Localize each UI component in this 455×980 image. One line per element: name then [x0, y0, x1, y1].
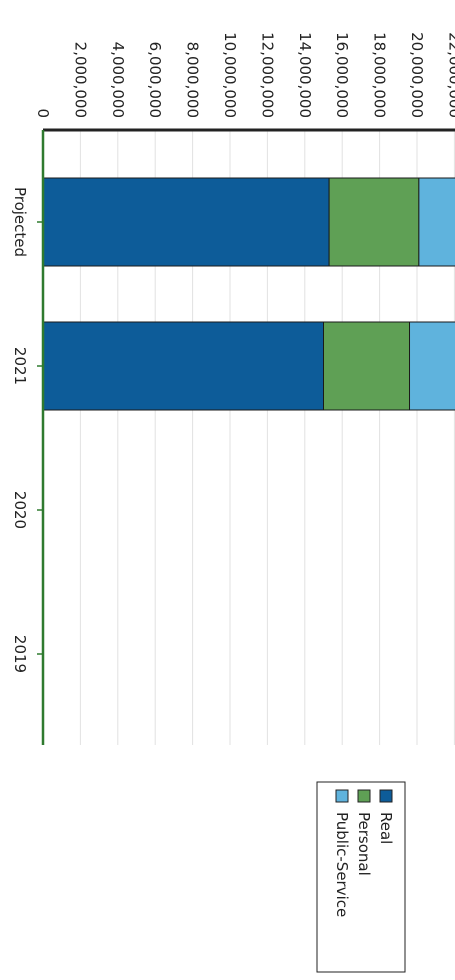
category-label: 2019	[11, 635, 29, 673]
legend-swatch-real	[379, 789, 393, 803]
bar-segment-personal	[328, 177, 420, 267]
category-label: 2020	[11, 491, 29, 529]
legend-swatch-personal	[357, 789, 371, 803]
legend-swatch-public-service	[335, 789, 349, 803]
bars	[42, 177, 455, 411]
value-tick-label: 4,000,000	[109, 42, 127, 118]
bar-segment-personal	[323, 321, 411, 411]
value-tick-label: 6,000,000	[146, 42, 164, 118]
value-tick-labels: 0 2,000,000 4,000,000 6,000,000 8,000,000 10,…	[34, 32, 455, 118]
value-tick-label: 8,000,000	[184, 42, 202, 118]
legend-label: Real	[377, 812, 395, 844]
category-label: 2021	[11, 347, 29, 385]
value-tick-label: 10,000,000	[221, 32, 239, 118]
category-label: Projected	[11, 187, 29, 257]
bar-segment-public-service	[418, 177, 455, 267]
value-tick-label: 16,000,000	[333, 32, 351, 118]
legend-label: Personal	[355, 812, 373, 876]
value-tick-label: 20,000,000	[408, 32, 426, 118]
axes	[41, 128, 455, 745]
value-tick-label: 18,000,000	[371, 32, 389, 118]
legend-box	[316, 781, 406, 973]
value-tick-label: 22,000,000	[445, 32, 455, 118]
bar-segment-public-service	[409, 321, 455, 411]
value-tick-label: 14,000,000	[296, 32, 314, 118]
value-tick-label: 0	[34, 108, 52, 118]
bar-segment-real	[42, 177, 330, 267]
category-tick-labels: Projected 2021 2020 2019	[11, 187, 43, 673]
legend-label: Public-Service	[333, 812, 351, 917]
value-tick-label: 12,000,000	[258, 32, 276, 118]
bar-segment-real	[42, 321, 324, 411]
value-tick-label: 2,000,000	[71, 42, 89, 118]
